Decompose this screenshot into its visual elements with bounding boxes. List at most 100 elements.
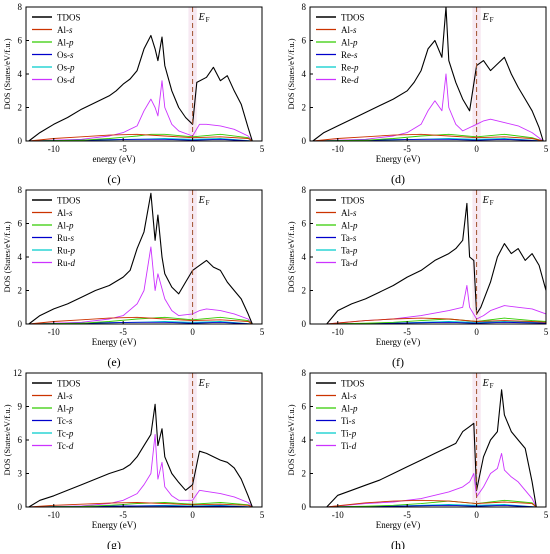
legend-entry: Os-p — [57, 63, 75, 73]
x-tick-label: -10 — [48, 327, 60, 337]
x-tick-label: -5 — [119, 144, 127, 154]
x-axis-label: Energy (eV) — [376, 520, 421, 530]
y-tick-label: 6 — [18, 435, 23, 445]
series-line-al-s — [28, 502, 253, 508]
y-tick-label: 2 — [302, 103, 307, 113]
x-axis-label: Energy (eV) — [376, 337, 421, 347]
series-line-ru-d — [28, 246, 253, 325]
y-axis-label: DOS (States/eV/f.u.) — [286, 404, 296, 475]
fermi-label: E — [198, 195, 205, 206]
fermi-label: E — [198, 12, 205, 23]
legend-entry: Ru-s — [57, 233, 75, 243]
x-tick-label: 5 — [260, 327, 265, 337]
series-line-os-d — [28, 80, 253, 142]
legend-entry: Ti-p — [341, 429, 357, 439]
legend-entry: Al-p — [341, 404, 358, 414]
legend-entry: Al-s — [57, 25, 73, 35]
x-tick-label: -5 — [403, 327, 411, 337]
x-tick-label: 5 — [544, 510, 549, 520]
y-tick-label: 0 — [302, 136, 307, 146]
series-line-tdos — [326, 389, 537, 508]
series-line-tdos — [28, 403, 253, 508]
series-line-tdos — [326, 202, 547, 325]
y-axis-label: DOS (States/eV/f.u.) — [286, 221, 296, 292]
fermi-label-sub: F — [490, 16, 494, 24]
x-tick-label: -10 — [48, 510, 60, 520]
legend-entry: TDOS — [341, 196, 365, 206]
legend-entry: TDOS — [57, 196, 81, 206]
legend-entry: Al-s — [341, 391, 357, 401]
x-axis-label: Energy (eV) — [376, 154, 421, 164]
fermi-label: E — [482, 12, 489, 23]
legend-entry: Al-p — [57, 38, 74, 48]
y-axis-label: DOS (States/eV/f.u.) — [2, 38, 12, 109]
legend-entry: Al-s — [57, 208, 73, 218]
legend-entry: Re-p — [341, 63, 359, 73]
panel-label: (d) — [391, 172, 405, 186]
y-axis-label: DOS (States/eV/f.u.) — [2, 221, 12, 292]
legend-entry: Al-s — [57, 391, 73, 401]
series-line-al-p — [312, 133, 544, 142]
y-tick-label: 0 — [302, 319, 307, 329]
x-tick-label: -10 — [332, 144, 344, 154]
legend-entry: Al-p — [57, 404, 74, 414]
fermi-label-sub: F — [206, 382, 210, 390]
fermi-label-sub: F — [206, 16, 210, 24]
series-line-tc-d — [28, 433, 253, 508]
x-axis-label: Energy (eV) — [92, 520, 137, 530]
series-line-al-s — [312, 133, 544, 142]
series-line-al-p — [28, 133, 253, 142]
x-tick-label: -10 — [332, 327, 344, 337]
y-tick-label: 4 — [18, 69, 23, 79]
y-tick-label: 0 — [18, 502, 23, 512]
y-tick-label: 4 — [302, 252, 307, 262]
panel-label: (f) — [392, 355, 404, 369]
panel-label: (e) — [107, 355, 120, 369]
panel-label: (g) — [107, 538, 121, 549]
dos-panel: -10 -5 0 5 0 2 4 6 8 Energy (eV) DOS (States/eV/f.… — [286, 2, 549, 186]
x-tick-label: -5 — [403, 144, 411, 154]
y-tick-label: 2 — [18, 286, 23, 296]
legend-entry: TDOS — [57, 379, 81, 389]
dos-panel: -10 -5 0 5 0 2 4 6 8 energy (eV) DOS (States/eV/f.… — [2, 2, 265, 186]
fermi-label: E — [198, 378, 205, 389]
x-tick-label: -10 — [332, 510, 344, 520]
series-line-al-p — [28, 502, 253, 508]
dos-panel: -10 -5 0 5 0 3 6 9 12 Energy (eV) DOS (States/eV/f… — [2, 368, 265, 552]
y-tick-label: 4 — [302, 435, 307, 445]
y-tick-label: 6 — [18, 219, 23, 229]
x-tick-label: 5 — [260, 510, 265, 520]
legend-entry: Ta-s — [341, 233, 357, 243]
series-line-tdos — [28, 192, 253, 325]
legend-entry: Ta-p — [341, 246, 358, 256]
legend-entry: Os-d — [57, 75, 75, 85]
series-line-ta-d — [326, 285, 547, 325]
y-tick-label: 6 — [18, 36, 23, 46]
y-tick-label: 8 — [18, 2, 23, 12]
legend-entry: Al-p — [341, 221, 358, 231]
legend-entry: TDOS — [341, 13, 365, 23]
fermi-label-sub: F — [490, 199, 494, 207]
dos-panel: -10 -5 0 5 0 2 4 6 8 Energy (eV) DOS (States/eV/f.… — [2, 185, 265, 369]
y-tick-label: 8 — [18, 185, 23, 195]
y-tick-label: 0 — [302, 502, 307, 512]
y-tick-label: 8 — [302, 185, 307, 195]
legend-entry: Ru-p — [57, 246, 76, 256]
y-tick-label: 8 — [302, 368, 307, 378]
fermi-label-sub: F — [490, 382, 494, 390]
y-tick-label: 12 — [13, 368, 22, 378]
y-tick-label: 6 — [302, 402, 307, 412]
y-tick-label: 8 — [302, 2, 307, 12]
x-tick-label: 0 — [190, 327, 195, 337]
series-line-al-s — [326, 499, 537, 508]
legend-entry: Ti-s — [341, 416, 356, 426]
y-tick-label: 6 — [302, 219, 307, 229]
x-tick-label: -10 — [48, 144, 60, 154]
dos-panel: -10 -5 0 5 0 2 4 6 8 Energy (eV) DOS (States/eV/f.… — [286, 368, 549, 552]
legend-entry: Al-s — [341, 25, 357, 35]
legend-entry: Tc-d — [57, 441, 74, 451]
legend-entry: Os-s — [57, 50, 74, 60]
x-tick-label: 0 — [474, 510, 479, 520]
series-line-tdos — [312, 6, 544, 142]
